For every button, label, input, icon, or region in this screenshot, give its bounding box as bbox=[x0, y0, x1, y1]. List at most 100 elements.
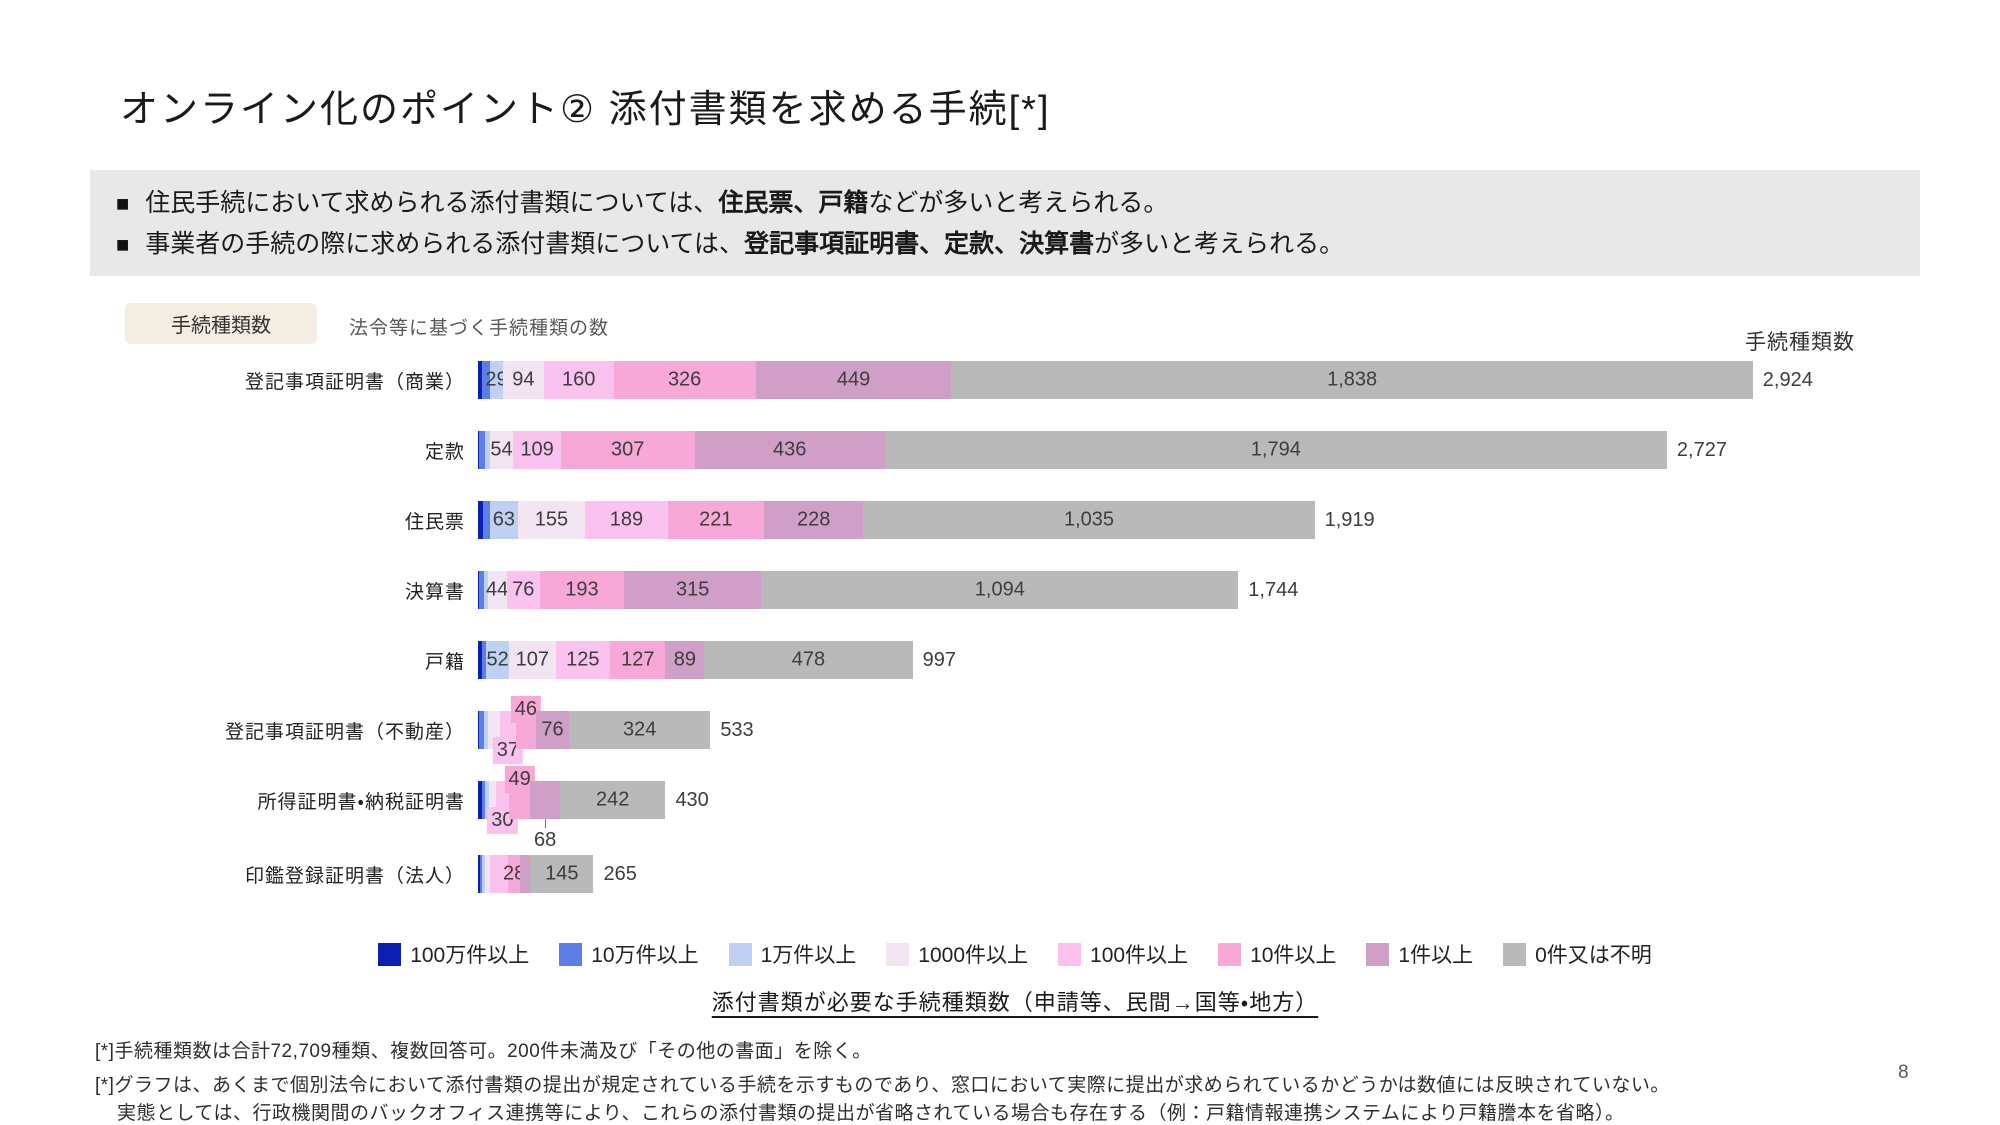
segment-value-label: 28 bbox=[503, 862, 526, 885]
bar-segment-10万件以上 bbox=[481, 641, 487, 679]
bar-row: 定款 54 109 307 436 1,794 2,727 bbox=[120, 415, 1910, 485]
footnote-2-line-1: [*]グラフは、あくまで個別法令において添付書類の提出が規定されている手続を示す… bbox=[95, 1075, 1670, 1096]
bar-row: 所得証明書・納税証明書 30 49 68 242 430 bbox=[120, 765, 1910, 851]
legend-label: 100万件以上 bbox=[410, 944, 530, 967]
chart-caption: 添付書類が必要な手続種類数（申請等、民間→国等・地方） bbox=[711, 990, 1319, 1015]
bar-total-label: 533 bbox=[720, 718, 754, 741]
bar-segment-1000件以上: 54 bbox=[489, 431, 514, 469]
bar-segment-1件以上: 89 bbox=[665, 641, 705, 679]
label-leader-line bbox=[545, 819, 547, 828]
segment-value-label: 478 bbox=[791, 648, 826, 671]
bar-segment-1万件以上 bbox=[481, 855, 485, 893]
bar-category-label: 所得証明書・納税証明書 bbox=[257, 791, 465, 813]
bar-segment-1000件以上: 94 bbox=[502, 361, 544, 399]
bullet-2-post: が多いと考えられる。 bbox=[1094, 230, 1345, 258]
bar-segment-10万件以上 bbox=[482, 501, 491, 539]
bar-segment-100万件以上 bbox=[478, 501, 483, 539]
bar-total-label: 1,744 bbox=[1248, 578, 1299, 601]
bar-segment-1件以上: 315 bbox=[624, 571, 762, 609]
bullet-1-post: などが多いと考えられる。 bbox=[868, 189, 1169, 217]
bar-track: 63 155 189 221 228 1,035 1,919 bbox=[478, 501, 1375, 539]
bar-total-label: 2,727 bbox=[1676, 438, 1727, 461]
segment-value-label: 125 bbox=[566, 648, 600, 671]
bar-segment-1件以上 bbox=[520, 855, 531, 893]
bar-segment-100万件以上 bbox=[478, 641, 482, 679]
bar-category-label: 戸籍 bbox=[424, 651, 465, 673]
stacked-bar-chart: 登記事項証明書（商業） 29 94 160 326 449 1,838 2,924 定款 54 10… bbox=[120, 345, 1910, 1017]
bar-segment-100万件以上 bbox=[478, 781, 482, 819]
summary-bullet-1: ■ 住民手続において求められる添付書類については、住民票、戸籍などが多いと考えられ… bbox=[116, 183, 1894, 224]
bullet-2-strong: 登記事項証明書、定款、決算書 bbox=[744, 230, 1095, 258]
legend-label: 10件以上 bbox=[1250, 944, 1337, 967]
bar-category-label: 定款 bbox=[424, 441, 465, 463]
legend-item: 1000件以上 bbox=[886, 939, 1028, 969]
segment-value-label: 52 bbox=[486, 648, 509, 671]
bar-segment-10件以上: 221 bbox=[667, 501, 764, 539]
bar-segment-1万件以上 bbox=[483, 571, 488, 609]
legend-label: 1件以上 bbox=[1398, 944, 1474, 967]
bar-segment-10万件以上 bbox=[481, 781, 485, 819]
bar-segment-10万件以上 bbox=[482, 361, 491, 399]
summary-box: ■ 住民手続において求められる添付書類については、住民票、戸籍などが多いと考えられ… bbox=[90, 170, 1920, 276]
bar-segment-10件以上: 193 bbox=[539, 571, 624, 609]
bar-segment-1000件以上: 155 bbox=[517, 501, 586, 539]
footnote-2-line-2: 実態としては、行政機関間のバックオフィス連携等により、これらの添付書類の提出が省… bbox=[117, 1103, 1625, 1124]
bar-segment-100件以上: 125 bbox=[555, 641, 611, 679]
segment-value-label: 155 bbox=[534, 508, 569, 531]
bar-segment-100万件以上 bbox=[478, 361, 483, 399]
chart-legend: 100万件以上 10万件以上 1万件以上 1000件以上 100件以上 10件以上 1件以上… bbox=[120, 939, 1910, 969]
chart-badge-note: 法令等に基づく手続種類の数 bbox=[349, 318, 610, 339]
segment-value-label: 54 bbox=[490, 438, 513, 461]
segment-value-label: 107 bbox=[515, 648, 549, 671]
segment-value-label: 94 bbox=[512, 368, 535, 391]
bar-category-label: 住民票 bbox=[404, 511, 465, 533]
bar-segment-1万件以上: 63 bbox=[490, 501, 518, 539]
bar-track: 54 109 307 436 1,794 2,727 bbox=[478, 431, 1727, 469]
page-title: オンライン化のポイント② 添付書類を求める手続[*] bbox=[120, 89, 1051, 131]
bar-segment-10万件以上 bbox=[478, 571, 484, 609]
bar-track: 28 145 265 bbox=[478, 855, 637, 893]
legend-swatch-icon bbox=[559, 942, 583, 966]
legend-item: 100万件以上 bbox=[378, 939, 529, 969]
bar-total-label: 2,924 bbox=[1762, 368, 1813, 391]
bar-segment-100件以上: 37 bbox=[492, 711, 523, 764]
legend-swatch-icon bbox=[1503, 942, 1527, 966]
legend-item: 100件以上 bbox=[1058, 939, 1188, 969]
segment-value-label: 1,094 bbox=[974, 578, 1025, 601]
legend-item: 1万件以上 bbox=[728, 939, 856, 969]
legend-swatch-icon bbox=[1366, 942, 1390, 966]
segment-value-label: 221 bbox=[699, 508, 733, 531]
bar-segment-0件又は不明: 1,794 bbox=[884, 431, 1667, 469]
legend-label: 0件又は不明 bbox=[1535, 944, 1652, 967]
bar-segment-10万件以上 bbox=[479, 431, 486, 469]
legend-item: 10件以上 bbox=[1218, 939, 1336, 969]
segment-value-label: 160 bbox=[562, 368, 596, 391]
bar-segment-100件以上: 160 bbox=[543, 361, 614, 399]
bar-segment-1万件以上 bbox=[485, 431, 490, 469]
segment-value-label: 315 bbox=[675, 578, 710, 601]
bullet-2-pre: 事業者の手続の際に求められる添付書類については、 bbox=[145, 230, 745, 258]
bar-segment-1件以上: 68 bbox=[530, 781, 560, 851]
bar-segment-100件以上 bbox=[489, 855, 509, 893]
bar-segment-1件以上: 436 bbox=[694, 431, 885, 469]
legend-swatch-icon bbox=[1218, 942, 1242, 966]
segment-value-label: 89 bbox=[673, 648, 696, 671]
segment-value-label: 1,838 bbox=[1327, 368, 1378, 391]
bar-row: 戸籍 52 107 125 127 89 478 997 bbox=[120, 625, 1910, 695]
segment-value-label: 76 bbox=[541, 718, 564, 741]
bullet-square-icon: ■ bbox=[116, 191, 130, 216]
segment-value-label: 127 bbox=[621, 648, 655, 671]
legend-label: 1000件以上 bbox=[918, 944, 1029, 967]
legend-item: 0件又は不明 bbox=[1503, 939, 1652, 969]
bar-segment-10件以上: 307 bbox=[560, 431, 695, 469]
bar-segment-0件又は不明: 145 bbox=[530, 855, 594, 893]
bar-row: 決算書 44 76 193 315 1,094 1,744 bbox=[120, 555, 1910, 625]
bar-segment-1000件以上 bbox=[488, 711, 500, 749]
bar-row: 住民票 63 155 189 221 228 1,035 1,919 bbox=[120, 485, 1910, 555]
bar-track: 37 46 76 324 533 bbox=[478, 696, 754, 764]
bar-segment-1000件以上: 107 bbox=[508, 641, 556, 679]
bar-category-label: 登記事項証明書（不動産） bbox=[224, 721, 465, 743]
bar-segment-1件以上: 228 bbox=[763, 501, 864, 539]
bullet-1-strong: 住民票、戸籍 bbox=[718, 189, 869, 217]
